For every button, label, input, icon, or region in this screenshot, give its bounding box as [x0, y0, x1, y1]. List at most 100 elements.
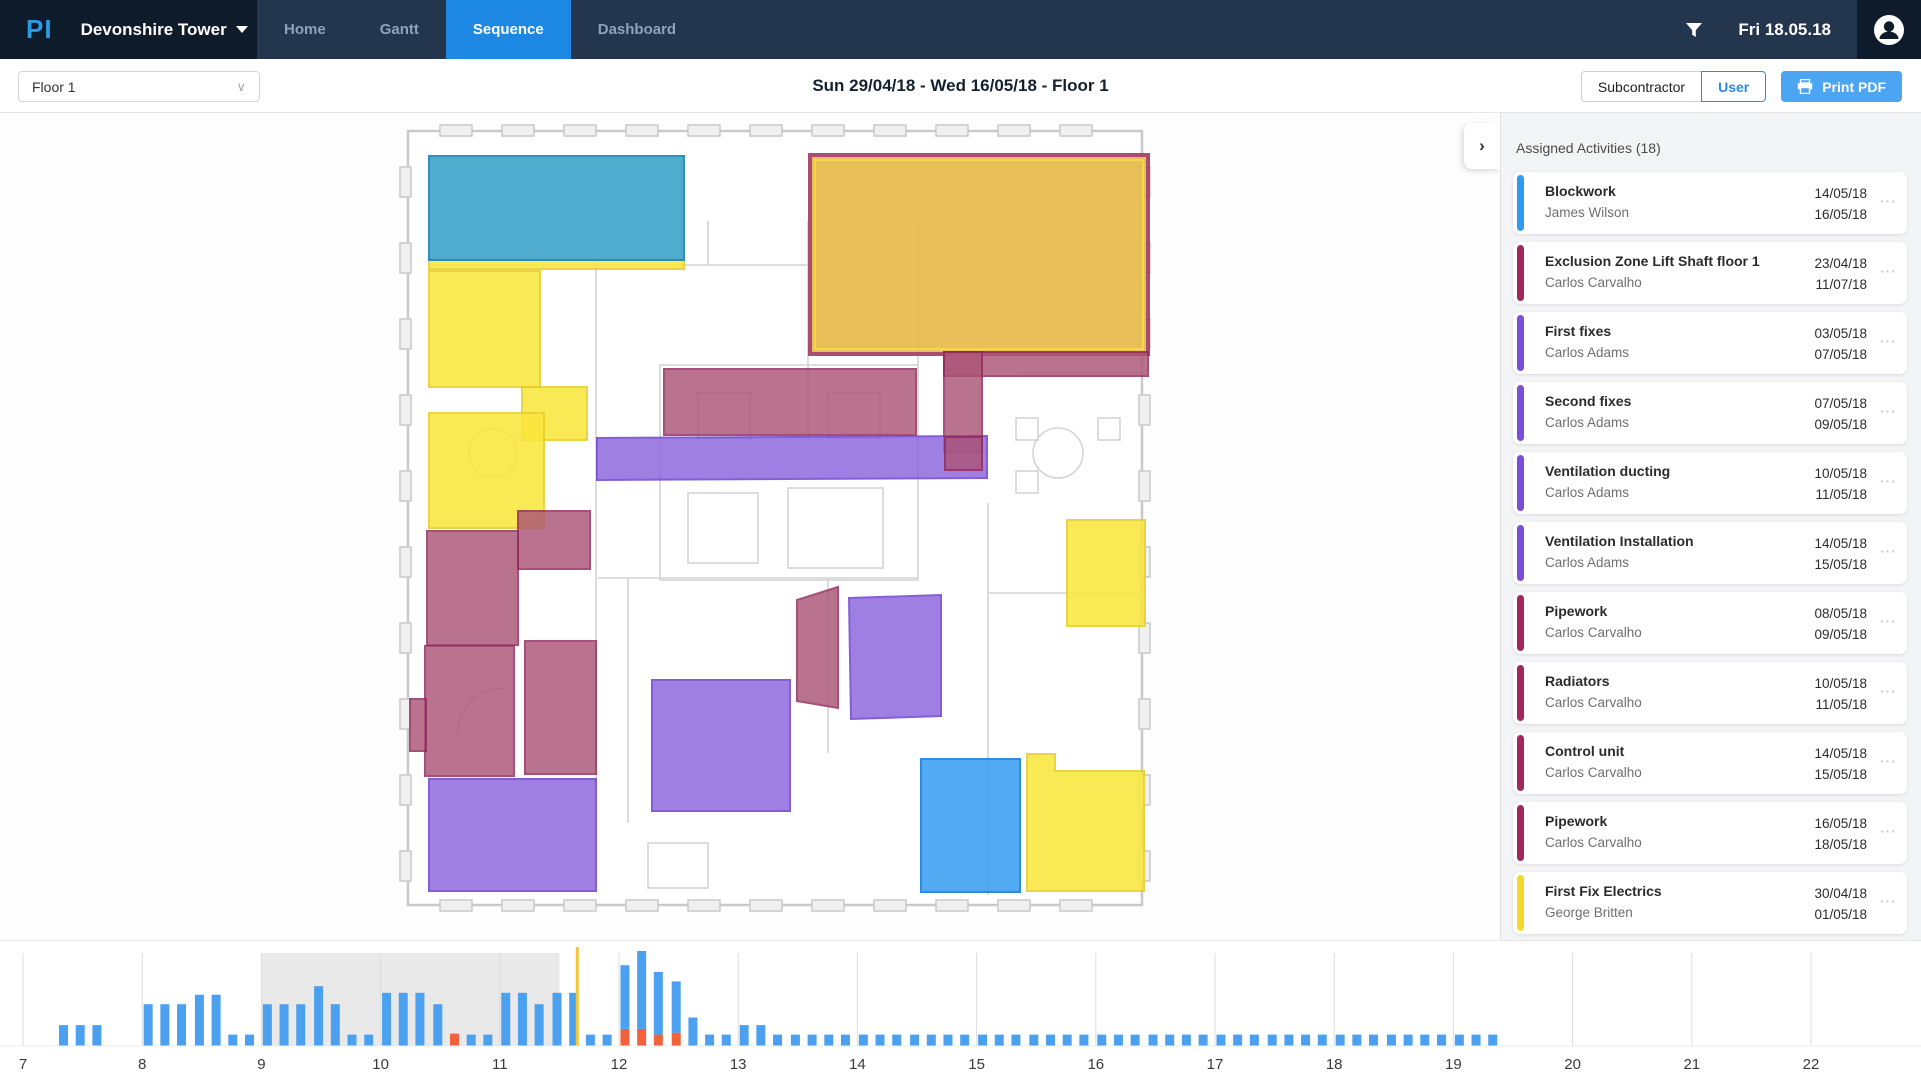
activity-card[interactable]: Exclusion Zone Lift Shaft floor 1 Carlos …: [1513, 242, 1907, 304]
timeline-bar: [177, 1004, 187, 1046]
activity-menu-dots[interactable]: ⋯: [1879, 262, 1897, 281]
toggle-subcontractor-button[interactable]: Subcontractor: [1580, 71, 1703, 102]
timeline-tick-label: 11: [492, 1056, 508, 1073]
zone-lift-core-zone[interactable]: [663, 368, 917, 436]
zone-radiators-strip-center[interactable]: [796, 585, 839, 710]
timeline-bar: [211, 994, 221, 1046]
tab-sequence[interactable]: Sequence: [445, 0, 571, 59]
activity-title: Exclusion Zone Lift Shaft floor 1: [1545, 253, 1760, 269]
tab-dashboard[interactable]: Dashboard: [597, 21, 677, 38]
activity-title: First Fix Electrics: [1545, 883, 1662, 899]
zone-pipework-room-b1[interactable]: [424, 645, 515, 777]
activity-start-date: 14/05/18: [1814, 186, 1867, 201]
brand-block: PI Devonshire Tower: [0, 0, 257, 59]
activity-card[interactable]: Pipework Carlos Carvalho 16/05/18 18/05/18 ⋯: [1513, 802, 1907, 864]
activity-card[interactable]: Second fixes Carlos Adams 07/05/18 09/05/18…: [1513, 382, 1907, 444]
nav-tabs: Home Gantt Sequence Dashboard: [257, 0, 703, 59]
timeline-bar: [739, 1025, 749, 1046]
timeline-bar: [1130, 1034, 1140, 1046]
activity-menu-dots[interactable]: ⋯: [1879, 332, 1897, 351]
activity-menu-dots[interactable]: ⋯: [1879, 472, 1897, 491]
timeline-bar: [1301, 1034, 1311, 1046]
timeline-bar: [1046, 1034, 1056, 1046]
activity-card[interactable]: Ventilation ducting Carlos Adams 10/05/18 1…: [1513, 452, 1907, 514]
activity-card[interactable]: Blockwork James Wilson 14/05/18 16/05/18 ⋯: [1513, 172, 1907, 234]
timeline-bar: [1488, 1034, 1498, 1046]
activity-start-date: 14/05/18: [1814, 536, 1867, 551]
floor-select[interactable]: Floor 1 ∨: [18, 71, 260, 102]
activity-person: Carlos Adams: [1545, 345, 1630, 360]
zone-electrics-room-se[interactable]: [1026, 753, 1145, 892]
zone-pipework-room-a1[interactable]: [517, 510, 591, 570]
activity-card[interactable]: First Fix Electrics George Britten 30/04/1…: [1513, 872, 1907, 934]
timeline-tick-label: 16: [1087, 1056, 1104, 1073]
zone-corridor-overlap[interactable]: [944, 436, 983, 471]
zone-blockwork-zone[interactable]: [428, 155, 685, 261]
timeline-bar: [347, 1034, 357, 1046]
timeline-bar: [1249, 1034, 1259, 1046]
activity-card[interactable]: First fixes Carlos Adams 03/05/18 07/05/18 ⋯: [1513, 312, 1907, 374]
activity-person: James Wilson: [1545, 205, 1630, 220]
zone-fixes-room-right[interactable]: [847, 593, 942, 721]
tab-gantt[interactable]: Gantt: [379, 21, 419, 38]
floor-plan-drawing[interactable]: [398, 123, 1152, 913]
zone-blockwork-room-south[interactable]: [920, 758, 1021, 893]
timeline-bar: [1113, 1034, 1123, 1046]
zone-kitchen-zone-lower[interactable]: [428, 412, 545, 529]
timeline-bar-alert: [450, 1033, 460, 1046]
timeline-panel[interactable]: 7 8 9 10 11 12 13 14 15 16 17 18 19 20 21 22: [0, 940, 1921, 1080]
zone-pipework-room-b2[interactable]: [524, 640, 597, 775]
toggle-user-button[interactable]: User: [1701, 71, 1767, 102]
activity-dates: 10/05/18 11/05/18: [1814, 463, 1867, 505]
activity-dates: 14/05/18 16/05/18: [1814, 183, 1867, 225]
print-pdf-button[interactable]: Print PDF: [1781, 71, 1902, 102]
activity-zones: [409, 153, 1150, 893]
activity-menu-dots[interactable]: ⋯: [1879, 402, 1897, 421]
zone-exclusion-zone-main[interactable]: [808, 153, 1150, 356]
tab-home[interactable]: Home: [284, 21, 326, 38]
zone-electrics-room-east[interactable]: [1066, 519, 1146, 627]
timeline-tick-label: 21: [1683, 1056, 1700, 1073]
floor-plan: [398, 123, 1152, 913]
zone-kitchen-zone-upper[interactable]: [428, 270, 541, 388]
timeline-bar: [671, 981, 681, 1033]
sidebar-collapse-button[interactable]: ›: [1464, 123, 1500, 169]
timeline-chart: 7 8 9 10 11 12 13 14 15 16 17 18 19 20 21 22: [0, 947, 1921, 1073]
zone-fixes-room-sw[interactable]: [428, 778, 597, 892]
activity-menu-dots[interactable]: ⋯: [1879, 192, 1897, 211]
user-avatar[interactable]: [1857, 0, 1921, 59]
activity-menu-dots[interactable]: ⋯: [1879, 892, 1897, 911]
zone-corridor-zone[interactable]: [596, 434, 988, 482]
activity-card[interactable]: Ventilation Installation Carlos Adams 14/0…: [1513, 522, 1907, 584]
print-pdf-label: Print PDF: [1822, 78, 1886, 95]
activity-card[interactable]: Radiators Carlos Carvalho 10/05/18 11/05/18…: [1513, 662, 1907, 724]
activity-menu-dots[interactable]: ⋯: [1879, 752, 1897, 771]
zone-pipework-room-a2[interactable]: [426, 530, 519, 646]
timeline-bar: [994, 1034, 1004, 1046]
timeline-bar: [59, 1025, 69, 1046]
timeline-bar: [1216, 1034, 1226, 1046]
activity-person: George Britten: [1545, 905, 1633, 920]
activity-menu-dots[interactable]: ⋯: [1879, 682, 1897, 701]
zone-pipework-room-b3[interactable]: [409, 698, 427, 752]
activity-dates: 23/04/18 11/07/18: [1814, 253, 1867, 295]
activity-menu-dots[interactable]: ⋯: [1879, 542, 1897, 561]
zone-fixes-room-center[interactable]: [651, 679, 791, 812]
timeline-bar: [910, 1034, 920, 1046]
activity-card[interactable]: Control unit Carlos Carvalho 14/05/18 15/05…: [1513, 732, 1907, 794]
activity-menu-dots[interactable]: ⋯: [1879, 612, 1897, 631]
chevron-right-icon: ›: [1479, 136, 1485, 155]
project-selector[interactable]: Devonshire Tower: [81, 20, 248, 40]
timeline-tick-label: 15: [968, 1056, 985, 1073]
activity-menu-dots[interactable]: ⋯: [1879, 822, 1897, 841]
filter-icon[interactable]: [1664, 20, 1724, 40]
timeline-bar: [534, 1004, 544, 1046]
timeline-bar: [705, 1034, 715, 1046]
timeline-bar: [773, 1034, 783, 1046]
timeline-bar: [228, 1034, 238, 1046]
timeline-bar-alert: [653, 1034, 663, 1046]
timeline-tick-label: 14: [849, 1056, 866, 1073]
activity-title: Control unit: [1545, 743, 1625, 759]
timeline-bar: [1079, 1034, 1089, 1046]
activity-card[interactable]: Pipework Carlos Carvalho 08/05/18 09/05/18 ⋯: [1513, 592, 1907, 654]
